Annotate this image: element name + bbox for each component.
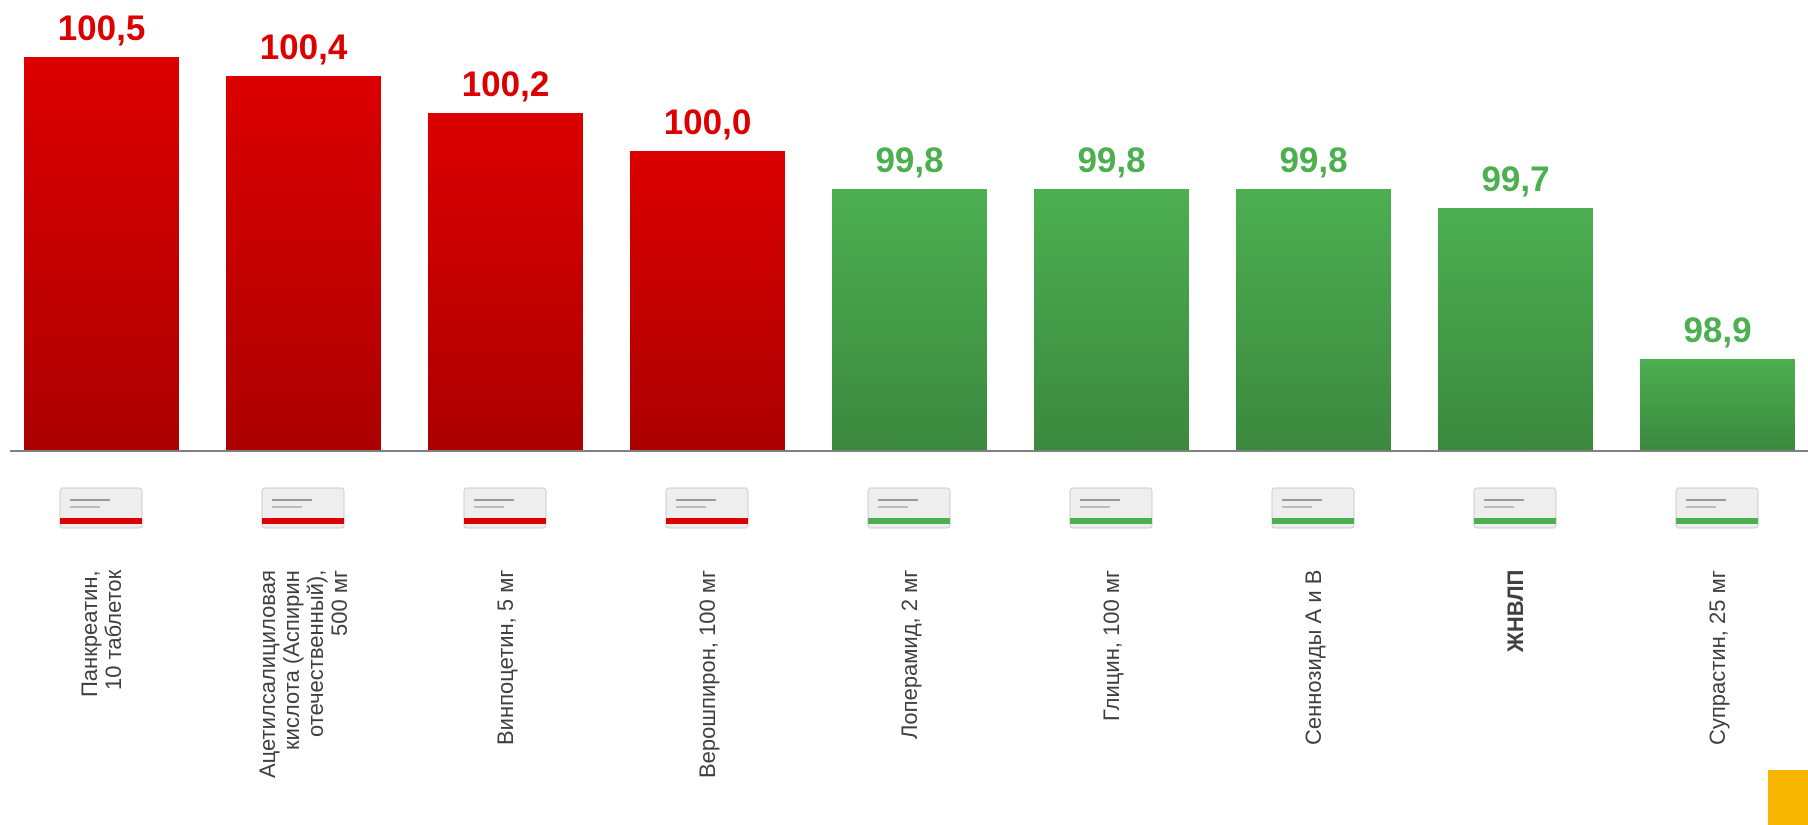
x-tick-label: Супрастин, 25 мг	[1706, 570, 1730, 820]
product-icon	[256, 478, 352, 536]
product-icon	[1670, 478, 1766, 536]
value-label: 100,4	[204, 28, 404, 68]
product-icon	[1468, 478, 1564, 536]
x-tick-label: Лоперамид, 2 мг	[898, 570, 922, 820]
value-label: 99,8	[810, 141, 1010, 181]
chart: 100,5 Панкреатин, 10 таблеток 100,4 Ацетилс…	[0, 0, 1808, 825]
x-tick-label: Глицин, 100 мг	[1100, 570, 1124, 820]
x-tick-label: Сеннозиды А и В	[1302, 570, 1326, 820]
bar	[226, 76, 381, 450]
x-tick-label: Панкреатин, 10 таблеток	[78, 570, 126, 820]
product-icon	[1266, 478, 1362, 536]
icon-graphic	[1064, 478, 1160, 536]
x-tick-label: Ацетилсалициловая кислота (Аспирин отече…	[256, 570, 352, 820]
bar	[1236, 189, 1391, 450]
icon-graphic	[256, 478, 352, 536]
product-icon	[54, 478, 150, 536]
corner-decoration	[1768, 770, 1808, 825]
bar	[1438, 208, 1593, 450]
product-icon	[458, 478, 554, 536]
bar	[1034, 189, 1189, 450]
value-label: 100,0	[608, 103, 808, 143]
bar	[630, 151, 785, 450]
value-label: 100,2	[406, 65, 606, 105]
value-label: 99,8	[1012, 141, 1212, 181]
bar	[24, 57, 179, 450]
product-icon	[660, 478, 756, 536]
bar	[1640, 359, 1795, 450]
x-tick-label: ЖНВЛП	[1504, 570, 1528, 820]
value-label: 100,5	[2, 9, 202, 49]
product-icon	[862, 478, 958, 536]
value-label: 99,7	[1416, 160, 1616, 200]
x-tick-label: Винпоцетин, 5 мг	[494, 570, 518, 820]
icon-graphic	[1468, 478, 1564, 536]
icon-graphic	[660, 478, 756, 536]
icon-graphic	[1670, 478, 1766, 536]
bar	[428, 113, 583, 450]
icon-graphic	[54, 478, 150, 536]
product-icon	[1064, 478, 1160, 536]
bar	[832, 189, 987, 450]
x-tick-label: Верошпирон, 100 мг	[696, 570, 720, 820]
value-label: 99,8	[1214, 141, 1414, 181]
icon-graphic	[458, 478, 554, 536]
icon-graphic	[1266, 478, 1362, 536]
value-label: 98,9	[1618, 311, 1808, 351]
icon-graphic	[862, 478, 958, 536]
x-axis-line	[10, 450, 1808, 452]
page: 100,5 Панкреатин, 10 таблеток 100,4 Ацетилс…	[0, 0, 1808, 825]
